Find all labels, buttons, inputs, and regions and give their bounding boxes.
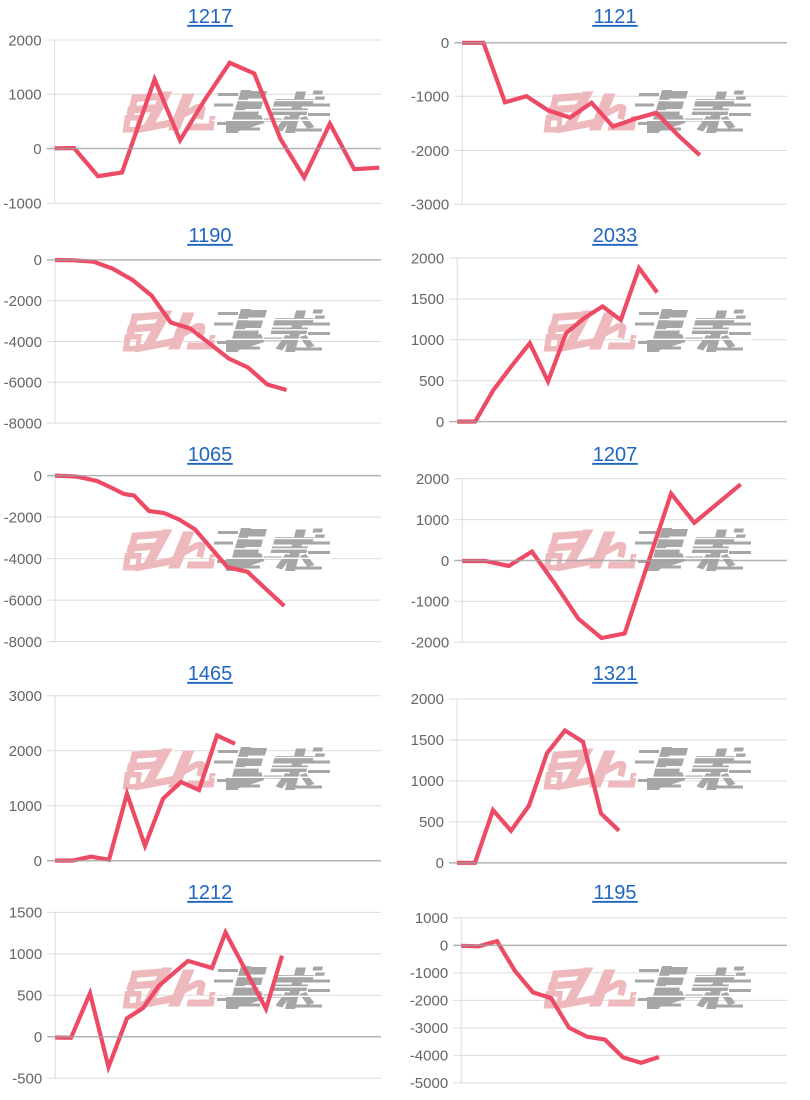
svg-text:1321: 1321 <box>593 663 638 685</box>
svg-text:1217: 1217 <box>188 6 233 28</box>
svg-text:1065: 1065 <box>188 444 233 466</box>
svg-text:1000: 1000 <box>9 946 42 963</box>
svg-text:-3000: -3000 <box>411 197 449 214</box>
svg-text:-8000: -8000 <box>4 415 42 432</box>
svg-text:1121: 1121 <box>593 6 636 28</box>
svg-text:2000: 2000 <box>9 743 42 760</box>
svg-text:2000: 2000 <box>411 250 444 267</box>
svg-text:-1000: -1000 <box>3 196 41 213</box>
svg-text:-2000: -2000 <box>4 293 42 310</box>
svg-text:-1000: -1000 <box>411 89 449 106</box>
svg-text:1212: 1212 <box>188 882 233 904</box>
svg-text:1500: 1500 <box>411 732 444 749</box>
svg-text:-2000: -2000 <box>410 993 448 1010</box>
svg-text:-3000: -3000 <box>410 1020 448 1037</box>
svg-text:1000: 1000 <box>416 512 449 529</box>
svg-text:500: 500 <box>17 988 42 1005</box>
svg-text:1500: 1500 <box>9 905 42 922</box>
svg-text:-6000: -6000 <box>4 375 42 392</box>
svg-text:0: 0 <box>34 1029 42 1046</box>
svg-text:1000: 1000 <box>411 332 444 349</box>
svg-text:2000: 2000 <box>411 691 444 708</box>
svg-text:0: 0 <box>33 141 41 158</box>
svg-text:-6000: -6000 <box>4 592 42 609</box>
svg-text:1465: 1465 <box>188 663 233 685</box>
svg-text:1000: 1000 <box>9 798 42 815</box>
svg-text:500: 500 <box>419 814 444 831</box>
svg-text:0: 0 <box>436 855 444 872</box>
svg-text:1000: 1000 <box>8 87 41 104</box>
svg-text:500: 500 <box>419 373 444 390</box>
svg-text:1500: 1500 <box>411 291 444 308</box>
svg-text:3000: 3000 <box>9 688 42 705</box>
svg-text:-1000: -1000 <box>410 965 448 982</box>
svg-text:0: 0 <box>441 35 449 52</box>
svg-text:1195: 1195 <box>593 882 636 904</box>
svg-text:0: 0 <box>436 414 444 431</box>
svg-text:1000: 1000 <box>411 773 444 790</box>
svg-text:-4000: -4000 <box>410 1048 448 1065</box>
svg-text:0: 0 <box>440 938 448 955</box>
svg-text:2000: 2000 <box>8 32 41 49</box>
svg-text:-2000: -2000 <box>411 143 449 160</box>
svg-text:1000: 1000 <box>415 910 448 927</box>
svg-text:2000: 2000 <box>416 471 449 488</box>
svg-text:0: 0 <box>34 853 42 870</box>
svg-text:1190: 1190 <box>188 225 231 247</box>
svg-text:-5000: -5000 <box>410 1075 448 1092</box>
svg-text:-8000: -8000 <box>4 634 42 651</box>
svg-text:-4000: -4000 <box>4 551 42 568</box>
svg-text:2033: 2033 <box>593 225 638 247</box>
svg-text:0: 0 <box>34 252 42 269</box>
svg-text:-4000: -4000 <box>4 334 42 351</box>
svg-text:-1000: -1000 <box>411 594 449 611</box>
svg-text:0: 0 <box>34 468 42 485</box>
svg-text:-2000: -2000 <box>411 634 449 651</box>
svg-text:-2000: -2000 <box>4 509 42 526</box>
svg-text:0: 0 <box>441 553 449 570</box>
svg-text:-500: -500 <box>12 1071 42 1088</box>
svg-text:1207: 1207 <box>593 444 638 466</box>
